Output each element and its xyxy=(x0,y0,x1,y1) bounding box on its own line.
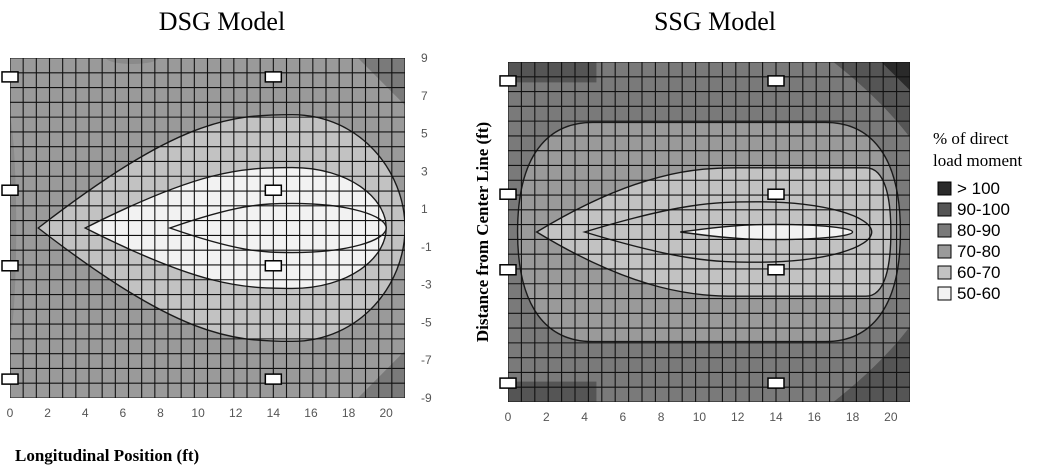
strain-gage-marker xyxy=(499,264,517,276)
x-axis-label: Longitudinal Position (ft) xyxy=(15,446,199,465)
x-tick-label: 14 xyxy=(267,406,281,420)
y-tick-label: 9 xyxy=(421,51,428,65)
strain-gage-marker xyxy=(1,373,19,385)
corner-band xyxy=(357,58,405,106)
y-tick-label: -1 xyxy=(421,240,432,254)
x-tick-label: 6 xyxy=(120,406,127,420)
grid xyxy=(10,58,405,398)
x-tick-label: 8 xyxy=(658,410,665,424)
x-tick-label: 18 xyxy=(342,406,356,420)
x-tick-label: 2 xyxy=(44,406,51,420)
corner-band xyxy=(833,62,910,138)
strain-gage-marker xyxy=(767,75,785,87)
strain-gage-marker xyxy=(499,75,517,87)
x-tick-label: 12 xyxy=(229,406,243,420)
x-tick-label: 16 xyxy=(304,406,318,420)
grid xyxy=(508,62,910,402)
x-tick-label: 16 xyxy=(808,410,822,424)
dsg-y-ticks: 9 7 5 3 1 -1 -3 -5 -7 -9 xyxy=(421,51,432,405)
x-tick-label: 14 xyxy=(769,410,783,424)
x-tick-label: 8 xyxy=(157,406,164,420)
legend-label: > 100 xyxy=(957,179,1000,198)
legend-swatch xyxy=(937,265,952,280)
y-tick-label: -7 xyxy=(421,353,432,367)
y-tick-label: -3 xyxy=(421,278,432,292)
strain-gage-marker xyxy=(767,377,785,389)
corner-band xyxy=(833,326,910,402)
ssg-panel-title: SSG Model xyxy=(654,7,776,36)
legend-label: 90-100 xyxy=(957,200,1010,219)
dsg-contour-plot xyxy=(1,58,405,398)
y-tick-label: 7 xyxy=(421,89,428,103)
x-tick-label: 4 xyxy=(82,406,89,420)
strain-gage-marker xyxy=(499,377,517,389)
x-tick-label: 20 xyxy=(380,406,394,420)
y-axis-label: Distance from Center Line (ft) xyxy=(473,122,492,342)
ssg-contour-plot xyxy=(499,62,910,402)
strain-gage-marker xyxy=(264,260,283,272)
legend-swatch xyxy=(937,202,952,217)
x-tick-label: 0 xyxy=(505,410,512,424)
legend-label: 70-80 xyxy=(957,242,1000,261)
legend-label: 60-70 xyxy=(957,263,1000,282)
x-tick-label: 6 xyxy=(620,410,627,424)
x-tick-label: 0 xyxy=(7,406,14,420)
strain-gage-marker xyxy=(1,184,19,196)
edge-band xyxy=(10,114,17,342)
x-tick-label: 10 xyxy=(693,410,707,424)
strain-gage-marker xyxy=(767,188,785,200)
strain-gage-marker xyxy=(1,260,19,272)
legend-swatch xyxy=(937,223,952,238)
ssg-x-ticks: 0 2 4 6 8 10 12 14 16 18 20 xyxy=(505,410,898,424)
x-tick-label: 4 xyxy=(581,410,588,424)
y-tick-label: -9 xyxy=(421,391,432,405)
strain-gage-marker xyxy=(264,373,283,385)
x-tick-label: 12 xyxy=(731,410,745,424)
dsg-x-ticks: 0 2 4 6 8 10 12 14 16 18 20 xyxy=(7,406,394,420)
corner-band xyxy=(881,62,910,91)
strain-gage-marker xyxy=(767,264,785,276)
strain-gage-marker xyxy=(1,71,19,83)
strain-gage-marker xyxy=(264,71,283,83)
legend-swatch xyxy=(937,286,952,301)
legend-label: 50-60 xyxy=(957,284,1000,303)
edge-band xyxy=(106,58,159,64)
contour-region-50-60 xyxy=(167,202,387,254)
x-tick-label: 20 xyxy=(884,410,898,424)
strain-gage-marker xyxy=(264,184,283,196)
corner-band xyxy=(357,350,405,398)
y-tick-label: 3 xyxy=(421,164,428,178)
dsg-panel-title: DSG Model xyxy=(159,7,285,36)
x-tick-label: 2 xyxy=(543,410,550,424)
x-tick-label: 18 xyxy=(846,410,860,424)
legend: > 100 90-100 80-90 70-80 60-70 50-60 xyxy=(937,179,1010,303)
legend-label: 80-90 xyxy=(957,221,1000,240)
legend-title-line1: % of direct xyxy=(933,129,1009,148)
legend-title-line2: load moment xyxy=(933,151,1023,170)
x-tick-label: 10 xyxy=(191,406,205,420)
y-tick-label: 1 xyxy=(421,202,428,216)
y-tick-label: -5 xyxy=(421,315,432,329)
legend-swatch xyxy=(937,244,952,259)
y-tick-label: 5 xyxy=(421,127,428,141)
legend-swatch xyxy=(937,181,952,196)
strain-gage-marker xyxy=(499,188,517,200)
